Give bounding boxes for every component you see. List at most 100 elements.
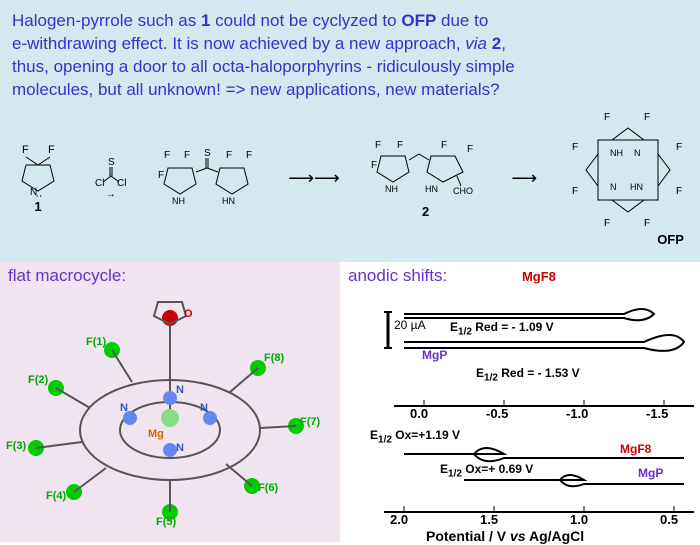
tt0: 0.0 <box>410 406 428 421</box>
tb3: 0.5 <box>660 512 678 527</box>
f6: F(6) <box>258 482 278 494</box>
label-2: 2 <box>422 204 429 219</box>
n1: N <box>120 402 128 414</box>
e-ox2: E1/2 Ox=+ 0.69 V <box>440 462 533 479</box>
e3a: E <box>370 428 378 442</box>
f4: F(4) <box>46 490 66 502</box>
mgf8-top: MgF8 <box>522 269 556 284</box>
mgf8-bot: MgF8 <box>620 442 651 456</box>
tt2: -1.0 <box>566 406 588 421</box>
arrow-multi: ⟶⟶ <box>288 168 340 189</box>
t2b: 2 <box>487 34 501 53</box>
tt3: -1.5 <box>646 406 668 421</box>
svg-text:F: F <box>184 150 190 161</box>
f7: F(7) <box>300 416 320 428</box>
label-ofp: OFP <box>657 232 684 247</box>
e1a: E <box>450 320 458 334</box>
mgp-bot: MgP <box>638 466 663 480</box>
thio-dipyrrole-icon: FF FF S F NHHN <box>158 148 258 208</box>
f8: F(8) <box>264 352 284 364</box>
t2c: , <box>501 34 506 53</box>
ofp-porphyrin-icon: NHN NHN FF FF FF FF <box>568 110 688 230</box>
e2b: 1/2 <box>484 372 498 383</box>
e4a: E <box>440 462 448 476</box>
e-ox1: E1/2 Ox=+1.19 V <box>370 428 460 445</box>
o-label: O <box>184 308 193 320</box>
ortep-panel: flat macrocycle: <box>0 262 340 542</box>
e1c: Red = - 1.09 V <box>472 320 554 334</box>
t4: molecules, but all unknown! => new appli… <box>12 80 500 99</box>
right-title-text: anodic shifts: <box>348 266 447 285</box>
f1: F(1) <box>86 336 106 348</box>
svg-text:S: S <box>204 148 211 159</box>
tb1: 1.5 <box>480 512 498 527</box>
n4: N <box>176 442 184 454</box>
dipyrrole-cho-icon: FF FF F NHHN CHO <box>371 138 481 202</box>
e3b: 1/2 <box>378 434 392 445</box>
svg-text:HN: HN <box>630 182 643 192</box>
svg-text:HN: HN <box>425 184 438 194</box>
svg-text:NH: NH <box>385 184 398 194</box>
svg-text:N: N <box>610 182 617 192</box>
svg-text:F: F <box>572 186 578 197</box>
f5: F(5) <box>156 516 176 528</box>
compound-1: FF NH 1 <box>12 143 64 214</box>
scale-label: 20 µA <box>394 318 426 332</box>
e3c: Ox=+1.19 V <box>392 428 460 442</box>
svg-text:F: F <box>371 160 377 171</box>
svg-text:F: F <box>226 150 232 161</box>
svg-text:F: F <box>676 186 682 197</box>
compound-2: FF FF F NHHN CHO 2 <box>371 138 481 219</box>
arrow-final: ⟶ <box>511 168 537 189</box>
pyrrole-1-icon: FF NH <box>12 143 64 197</box>
svg-text:N: N <box>634 148 641 158</box>
f3: F(3) <box>6 440 26 452</box>
e1b: 1/2 <box>458 326 472 337</box>
t1a: Halogen-pyrrole such as <box>12 11 201 30</box>
svg-text:F: F <box>644 112 650 123</box>
svg-text:F: F <box>604 112 610 123</box>
thiophosgene-icon: S ClCl <box>93 156 129 186</box>
svg-text:S: S <box>108 157 115 168</box>
left-title: flat macrocycle: <box>0 262 340 290</box>
e-red2: E1/2 Red = - 1.53 V <box>476 366 580 383</box>
intermediate-thio: FF FF S F NHHN <box>158 148 258 208</box>
top-panel: Halogen-pyrrole such as 1 could not be c… <box>0 0 700 262</box>
f2: F(2) <box>28 374 48 386</box>
svg-text:F: F <box>572 142 578 153</box>
svg-text:H: H <box>36 194 42 197</box>
svg-text:F: F <box>246 150 252 161</box>
t1e: due to <box>436 11 488 30</box>
e2a: E <box>476 366 484 380</box>
svg-text:F: F <box>676 142 682 153</box>
svg-text:NH: NH <box>172 196 185 206</box>
svg-text:F: F <box>375 140 381 151</box>
reaction-scheme: FF NH 1 S ClCl → FF FF S <box>12 110 688 247</box>
svg-text:F: F <box>158 170 164 181</box>
svg-text:NH: NH <box>610 148 623 158</box>
ortep-structure: O Mg N N N N F(1) F(2) F(3) F(4) F(5) F(… <box>0 290 340 530</box>
mgp-top: MgP <box>422 348 447 362</box>
svg-text:F: F <box>22 144 29 156</box>
intro-text: Halogen-pyrrole such as 1 could not be c… <box>12 10 688 102</box>
svg-text:F: F <box>48 144 55 156</box>
t1d: OFP <box>401 11 436 30</box>
tb0: 2.0 <box>390 512 408 527</box>
tt1: -0.5 <box>486 406 508 421</box>
svg-text:F: F <box>467 144 473 155</box>
svg-text:HN: HN <box>222 196 235 206</box>
svg-text:F: F <box>164 150 170 161</box>
label-1: 1 <box>34 199 41 214</box>
tb2: 1.0 <box>570 512 588 527</box>
e2c: Red = - 1.53 V <box>498 366 580 380</box>
ofp-product: NHN NHN FF FF FF FF OFP <box>568 110 688 247</box>
svg-text:F: F <box>644 218 650 229</box>
n2: N <box>200 402 208 414</box>
e4b: 1/2 <box>448 468 462 479</box>
n3: N <box>176 384 184 396</box>
svg-text:F: F <box>441 140 447 151</box>
cv-area: 20 µA E1/2 Red = - 1.09 V MgP E1/2 Red =… <box>340 290 700 540</box>
svg-text:F: F <box>604 218 610 229</box>
t2via: via <box>465 34 487 53</box>
e-red1: E1/2 Red = - 1.09 V <box>450 320 554 337</box>
